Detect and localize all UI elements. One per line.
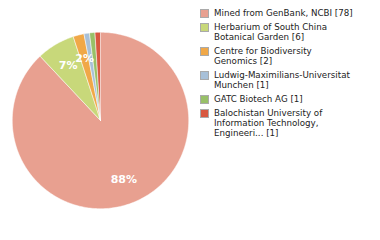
html-text:GATC Biotech AG [1]: GATC Biotech AG [1] — [214, 94, 303, 104]
html-text:Centre for Biodiversity Genomi: Centre for Biodiversity Genomics [2] — [214, 46, 312, 66]
html-text:Mined from GenBank, NCBI [78]: Mined from GenBank, NCBI [78] — [214, 8, 353, 18]
svg-text:7%: 7% — [58, 59, 78, 73]
svg-text:2%: 2% — [75, 52, 94, 65]
svg-text:88%: 88% — [111, 173, 137, 186]
html-text:Balochistan University of Info: Balochistan University of Information Te… — [214, 108, 323, 138]
html-text:Herbarium of South China Botan: Herbarium of South China Botanical Garde… — [214, 22, 327, 42]
html-text:Ludwig-Maximilians-Universitat: Ludwig-Maximilians-Universitat Munchen [… — [214, 70, 350, 90]
